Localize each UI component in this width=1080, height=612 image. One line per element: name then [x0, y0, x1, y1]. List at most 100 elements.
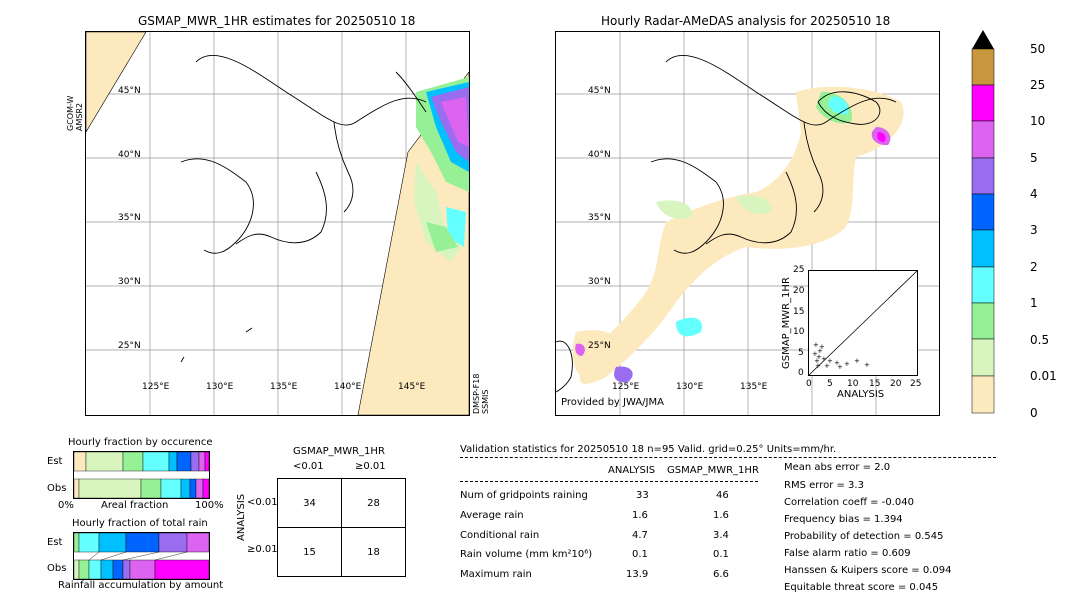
contingency-col-lt: <0.01	[293, 461, 324, 472]
colorbar-label-4: 4	[1030, 187, 1038, 201]
stat-label-3: Rain volume (mm km²10⁶)	[460, 549, 593, 560]
right-lon-135: 135°E	[740, 382, 768, 392]
inset-xtick-10: 10	[847, 379, 859, 389]
occurrence-axis-right: 100%	[195, 500, 224, 511]
left-sensor-label: GCOM-W AMSR2	[66, 95, 84, 131]
svg-text:+: +	[864, 361, 870, 369]
contingency-cell-00: 34	[277, 478, 342, 528]
stat-gsmap-4: 6.6	[713, 569, 729, 580]
contingency-row-lt: <0.01	[247, 497, 278, 508]
left-lon-145: 145°E	[398, 382, 426, 392]
right-lat-35: 35°N	[588, 213, 611, 223]
contingency-title: GSMAP_MWR_1HR	[293, 446, 385, 457]
inset-xtick-0: 0	[806, 379, 812, 389]
left-lon-135: 135°E	[270, 382, 298, 392]
svg-text:+: +	[834, 359, 840, 367]
left-map	[85, 31, 470, 416]
validation-col-gsmap: GSMAP_MWR_1HR	[667, 465, 759, 476]
svg-text:+: +	[824, 362, 830, 370]
inset-ytick-10: 10	[793, 327, 805, 337]
stat-analysis-1: 1.6	[632, 510, 648, 521]
right-lon-130: 130°E	[676, 382, 704, 392]
stat-label-1: Average rain	[460, 510, 524, 521]
validation-col-analysis: ANALYSIS	[608, 465, 656, 476]
stat-analysis-2: 4.7	[632, 530, 648, 541]
svg-text:+: +	[827, 357, 833, 365]
right-map: + + + + + + + + + + + + + + +	[555, 31, 940, 416]
svg-text:+: +	[819, 343, 825, 351]
stat-label-4: Maximum rain	[460, 569, 532, 580]
colorbar-label-0: 0	[1030, 406, 1038, 420]
contingency-cell-11: 18	[341, 527, 406, 577]
score-2: Correlation coeff = -0.040	[784, 497, 914, 508]
inset-xtick-15: 15	[869, 379, 881, 389]
right-lat-30: 30°N	[588, 277, 611, 287]
colorbar-label-5: 5	[1030, 151, 1038, 165]
left-map-title: GSMAP_MWR_1HR estimates for 20250510 18	[138, 14, 416, 28]
inset-xtick-20: 20	[890, 379, 902, 389]
total-bars	[73, 532, 210, 580]
inset-xlabel: ANALYSIS	[837, 389, 885, 400]
stat-label-2: Conditional rain	[460, 530, 540, 541]
occurrence-axis-left: 0%	[58, 500, 74, 511]
svg-text:+: +	[812, 350, 818, 358]
stat-gsmap-3: 0.1	[713, 549, 729, 560]
occurrence-est-label: Est	[47, 456, 63, 467]
total-obs-label: Obs	[47, 563, 67, 574]
score-7: Equitable threat score = 0.045	[784, 582, 939, 593]
validation-header: Validation statistics for 20250510 18 n=…	[460, 444, 837, 455]
score-0: Mean abs error = 2.0	[784, 462, 891, 473]
svg-text:+: +	[821, 355, 827, 363]
stat-gsmap-1: 1.6	[713, 510, 729, 521]
contingency-cell-01: 28	[341, 478, 406, 528]
stat-analysis-0: 33	[636, 490, 649, 501]
svg-text:+: +	[844, 360, 850, 368]
contingency-col-ge: ≥0.01	[355, 461, 386, 472]
colorbar-label-1: 1	[1030, 296, 1038, 310]
radar-credit: Provided by JWA/JMA	[561, 397, 664, 408]
stat-analysis-4: 13.9	[626, 569, 649, 580]
right-sensor-label: DMSP-F18 SSMIS	[472, 373, 490, 414]
score-6: Hanssen & Kuipers score = 0.094	[784, 565, 952, 576]
score-4: Probability of detection = 0.545	[784, 531, 944, 542]
inset-ytick-0: 0	[798, 368, 804, 378]
right-lat-40: 40°N	[588, 150, 611, 160]
right-lon-125: 125°E	[612, 382, 640, 392]
inset-xtick-5: 5	[827, 379, 833, 389]
svg-text:+: +	[854, 357, 860, 365]
score-5: False alarm ratio = 0.609	[784, 548, 911, 559]
left-lon-140: 140°E	[334, 382, 362, 392]
occurrence-obs-label: Obs	[47, 483, 67, 494]
stat-analysis-3: 0.1	[632, 549, 648, 560]
left-lat-40: 40°N	[118, 150, 141, 160]
svg-text:+: +	[813, 341, 819, 349]
contingency-side-label: ANALYSIS	[236, 493, 247, 541]
validation-table-divider	[460, 481, 758, 482]
stat-gsmap-2: 3.4	[713, 530, 729, 541]
colorbar-label-0-5: 0.5	[1030, 333, 1050, 347]
right-lat-45: 45°N	[588, 86, 611, 96]
stat-label-0: Num of gridpoints raining	[460, 490, 588, 501]
left-lon-125: 125°E	[142, 382, 170, 392]
left-lat-35: 35°N	[118, 213, 141, 223]
svg-text:+: +	[816, 353, 822, 361]
occurrence-title: Hourly fraction by occurence	[68, 437, 213, 448]
svg-text:+: +	[817, 347, 823, 355]
score-1: RMS error = 3.3	[784, 480, 864, 491]
occurrence-bars	[73, 451, 210, 499]
right-map-title: Hourly Radar-AMeDAS analysis for 2025051…	[601, 14, 891, 28]
svg-text:+: +	[814, 357, 820, 365]
colorbar-label-0-01: 0.01	[1030, 369, 1057, 383]
right-lat-25: 25°N	[588, 341, 611, 351]
inset-ytick-25: 25	[793, 265, 805, 275]
colorbar-label-25: 25	[1030, 78, 1046, 92]
contingency-table: 34 28 15 18	[277, 478, 406, 577]
stat-gsmap-0: 46	[716, 490, 729, 501]
colorbar-label-50: 50	[1030, 42, 1046, 56]
left-lat-45: 45°N	[118, 86, 141, 96]
colorbar-label-2: 2	[1030, 260, 1038, 274]
contingency-cell-10: 15	[277, 527, 342, 577]
total-axis-caption: Rainfall accumulation by amount	[58, 580, 224, 591]
colorbar-label-3: 3	[1030, 223, 1038, 237]
colorbar	[971, 30, 995, 418]
